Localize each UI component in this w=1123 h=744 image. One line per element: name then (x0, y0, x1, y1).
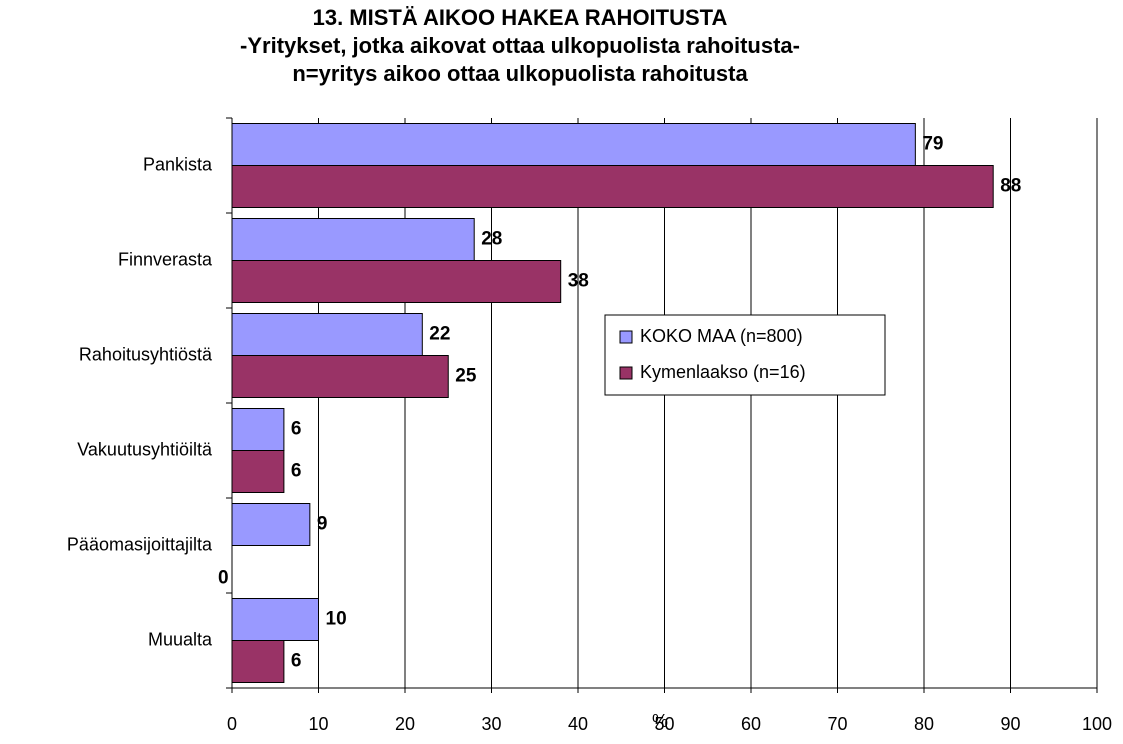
bar (231, 598, 319, 641)
bar (231, 640, 285, 683)
bar (231, 165, 994, 208)
value-label: 0 (218, 568, 229, 589)
value-label: 28 (481, 229, 502, 250)
legend-swatch (619, 330, 633, 344)
bar (231, 503, 311, 546)
bar (231, 408, 285, 451)
bar (231, 123, 916, 166)
y-tick-label: Rahoitusyhtiöstä (79, 344, 213, 364)
value-label: 88 (1000, 176, 1021, 197)
x-tick-label: 0 (227, 714, 237, 734)
chart-title: 13. MISTÄ AIKOO HAKEA RAHOITUSTA (313, 5, 728, 30)
value-label: 79 (922, 134, 943, 155)
value-label: 10 (326, 609, 347, 630)
legend-swatch (619, 366, 633, 380)
x-tick-label: 50 (654, 714, 674, 734)
legend-label: KOKO MAA (n=800) (640, 326, 803, 346)
value-label: 22 (429, 324, 450, 345)
bar (231, 313, 423, 356)
chart-subtitle: n=yritys aikoo ottaa ulkopuolista rahoit… (292, 61, 748, 86)
legend-label: Kymenlaakso (n=16) (640, 362, 806, 382)
bar (231, 450, 285, 493)
y-tick-label: Pankista (143, 154, 213, 174)
y-tick-label: Finnverasta (118, 249, 213, 269)
x-tick-label: 90 (1000, 714, 1020, 734)
x-tick-label: 20 (395, 714, 415, 734)
x-tick-label: 80 (914, 714, 934, 734)
x-tick-label: 30 (481, 714, 501, 734)
value-label: 6 (291, 461, 302, 482)
value-label: 25 (455, 366, 477, 387)
value-label: 9 (317, 514, 328, 535)
x-tick-label: 60 (741, 714, 761, 734)
x-axis-label: % (652, 711, 668, 731)
y-tick-label: Muualta (148, 629, 213, 649)
bar (231, 260, 562, 303)
y-tick-label: Vakuutusyhtiöiltä (77, 439, 213, 459)
x-tick-label: 10 (308, 714, 328, 734)
value-label: 6 (291, 419, 302, 440)
value-label: 38 (568, 271, 589, 292)
legend-box (604, 314, 886, 396)
bar (231, 355, 449, 398)
x-tick-label: 70 (827, 714, 847, 734)
chart-subtitle: -Yritykset, jotka aikovat ottaa ulkopuol… (240, 33, 800, 58)
x-tick-label: 40 (568, 714, 588, 734)
value-label: 6 (291, 651, 302, 672)
y-tick-label: Pääomasijoittajilta (67, 534, 213, 554)
legend: KOKO MAA (n=800) Kymenlaakso (n=16) (604, 314, 886, 396)
x-tick-label: 100 (1082, 714, 1112, 734)
bar (231, 218, 475, 261)
